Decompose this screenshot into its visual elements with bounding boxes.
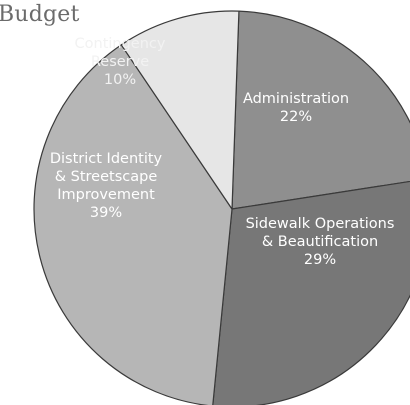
slice-label-3-line-3: Improvement bbox=[57, 187, 155, 203]
slice-label-1-line-1: Administration bbox=[243, 91, 349, 107]
slice-label-3-line-1: District Identity bbox=[50, 151, 163, 167]
pie-slices bbox=[33, 10, 410, 405]
pie-slice-2 bbox=[212, 180, 410, 405]
slice-label-2-line-1: Sidewalk Operations bbox=[246, 216, 395, 232]
slice-label-2-line-2: & Beautification bbox=[262, 234, 378, 250]
slice-label-3-line-4: 39% bbox=[90, 205, 122, 221]
slice-label-1-line-2: 22% bbox=[280, 109, 312, 125]
slice-label-4-line-2: Reserve bbox=[91, 54, 149, 70]
slice-label-4-line-1: Contingency bbox=[75, 36, 166, 52]
pie-slice-4 bbox=[120, 10, 240, 211]
chart-title: Budget bbox=[0, 2, 80, 27]
pie-slice-1 bbox=[231, 10, 410, 210]
slice-label-4-line-3: 10% bbox=[104, 72, 136, 88]
pie-slice-3 bbox=[33, 44, 233, 405]
slice-label-3-line-2: & Streetscape bbox=[55, 169, 158, 185]
slice-label-2-line-3: 29% bbox=[304, 252, 336, 268]
